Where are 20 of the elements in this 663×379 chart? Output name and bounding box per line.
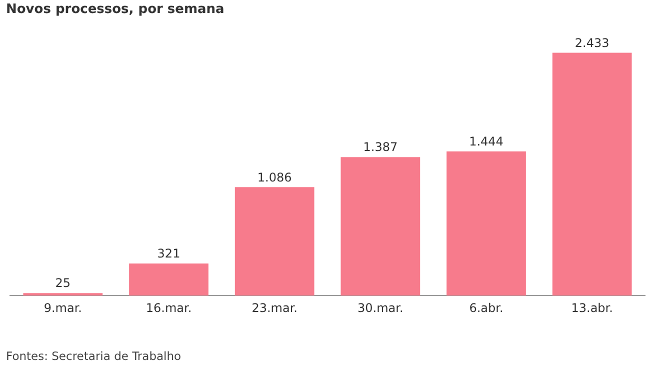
x-tick-label: 6.abr. (469, 300, 504, 315)
bar (234, 187, 314, 296)
data-label: 321 (157, 246, 180, 261)
data-label: 1.387 (363, 140, 398, 154)
x-tick-label: 13.abr. (571, 300, 613, 315)
bar (340, 157, 420, 296)
bar (129, 264, 208, 296)
bar (446, 151, 526, 296)
text: Fontes: Secretaria de Trabalho (6, 349, 182, 363)
chart-title: Novos processos, por semana (6, 2, 224, 17)
bar (23, 293, 103, 296)
x-tick-label: 16.mar. (146, 300, 192, 315)
data-label: 2.433 (574, 36, 610, 50)
data-label: 1.444 (469, 134, 504, 149)
x-tick-label: 30.mar. (358, 300, 404, 315)
x-tick-label: 23.mar. (252, 300, 298, 315)
x-tick-label: 9.mar. (44, 300, 82, 315)
data-label: 25 (55, 276, 71, 290)
data-label: 1.086 (257, 170, 292, 184)
bar (552, 52, 632, 296)
